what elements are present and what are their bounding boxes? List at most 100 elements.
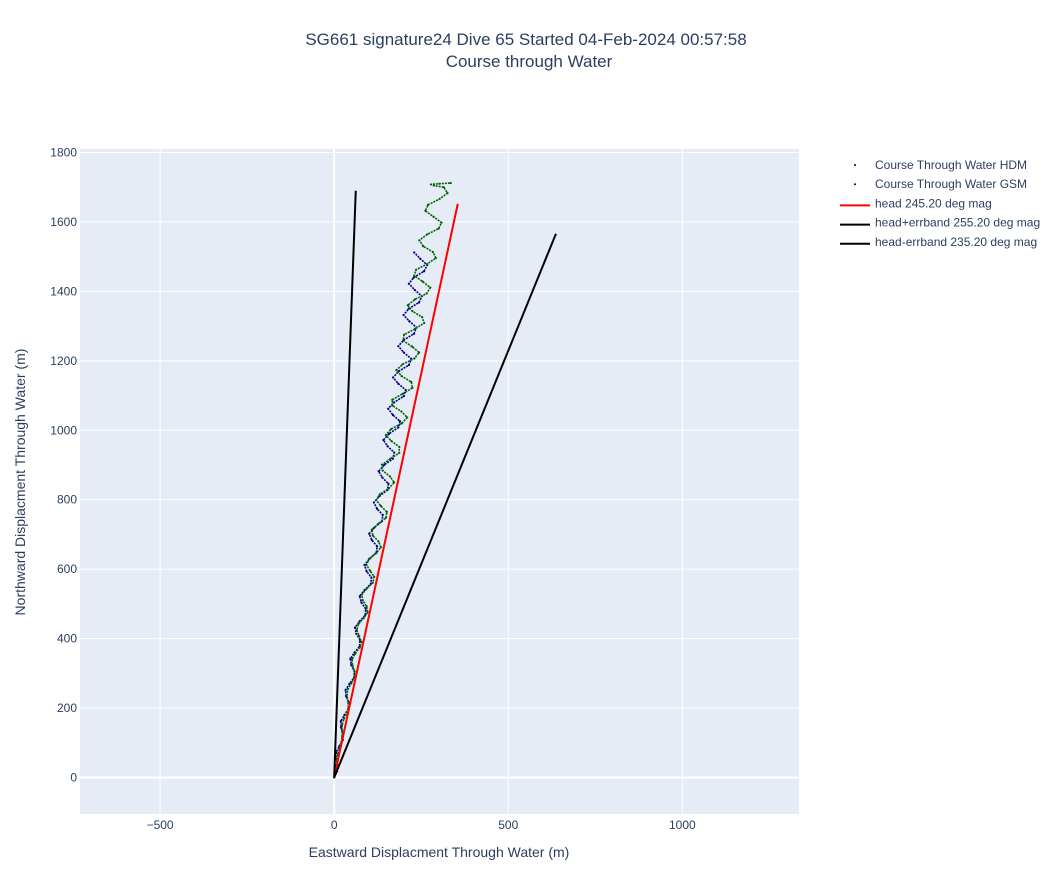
data-point — [400, 410, 403, 413]
x-tick-label: −500 — [147, 818, 174, 832]
data-point — [426, 262, 429, 266]
data-point — [442, 186, 445, 189]
data-point — [402, 339, 405, 342]
y-tick-label: 1600 — [50, 215, 77, 229]
data-point — [411, 310, 414, 313]
data-point — [431, 251, 435, 254]
data-point — [377, 540, 380, 543]
legend-item[interactable]: head-errband 235.20 deg mag — [840, 235, 1037, 249]
legend[interactable]: Course Through Water HDM Course Through W… — [840, 158, 1040, 249]
data-point — [413, 327, 417, 330]
data-point — [379, 546, 383, 549]
y-gridlines — [80, 151, 799, 779]
data-point — [402, 333, 406, 336]
data-point — [370, 528, 373, 531]
data-point — [381, 513, 384, 517]
data-point — [370, 576, 373, 579]
data-point — [372, 501, 376, 504]
data-point — [373, 575, 376, 578]
data-point — [414, 268, 418, 271]
data-point — [429, 286, 432, 289]
data-point — [355, 628, 358, 632]
data-point — [392, 401, 395, 404]
data-point — [358, 620, 361, 623]
legend-label: Course Through Water HDM — [875, 158, 1027, 172]
data-point — [350, 681, 353, 685]
data-point — [398, 420, 402, 423]
data-point — [384, 516, 388, 519]
chart-title: SG661 signature24 Dive 65 Started 04-Feb… — [305, 30, 746, 49]
data-point — [358, 634, 361, 637]
data-point — [340, 729, 344, 732]
data-point — [362, 617, 365, 620]
data-point — [348, 682, 351, 685]
legend-marker-swatch — [854, 183, 856, 186]
x-tick-label: 500 — [498, 818, 518, 832]
data-point — [346, 699, 349, 702]
data-point — [404, 388, 407, 392]
data-point — [360, 601, 363, 604]
legend-label: head+errband 255.20 deg mag — [875, 216, 1040, 230]
data-point — [391, 404, 394, 407]
data-point — [422, 245, 425, 248]
data-point — [354, 652, 357, 655]
data-point — [421, 280, 424, 283]
y-tick-label: 1000 — [50, 423, 77, 437]
data-point — [437, 227, 440, 230]
legend-item[interactable]: Course Through Water HDM — [854, 158, 1027, 172]
legend-item[interactable]: Course Through Water GSM — [854, 177, 1027, 191]
data-point — [397, 426, 400, 429]
data-point — [398, 451, 401, 454]
data-point — [393, 451, 396, 454]
data-point — [449, 181, 452, 185]
plot-area — [80, 149, 799, 814]
data-point — [365, 570, 368, 573]
data-point — [408, 320, 411, 323]
y-tick-label: 1800 — [50, 145, 77, 159]
data-point — [412, 276, 415, 279]
data-point — [426, 233, 429, 236]
data-point — [412, 332, 416, 335]
data-point — [418, 239, 421, 242]
data-point — [417, 351, 421, 354]
data-point — [377, 522, 380, 525]
data-point — [385, 510, 388, 513]
data-point — [390, 439, 393, 443]
data-point — [368, 532, 371, 535]
data-point — [413, 288, 416, 292]
data-point — [370, 538, 373, 542]
data-point — [400, 422, 404, 425]
data-point — [411, 386, 414, 390]
chart-subtitle: Course through Water — [446, 52, 613, 71]
data-point — [388, 475, 392, 478]
data-point — [367, 558, 371, 561]
data-point — [391, 376, 395, 379]
series-line — [333, 190, 357, 778]
data-point — [366, 611, 369, 614]
data-point — [424, 209, 427, 212]
data-point — [438, 197, 441, 201]
data-point — [346, 687, 350, 691]
data-point — [423, 321, 426, 325]
data-point — [358, 646, 361, 649]
data-point — [355, 632, 358, 635]
series-line — [333, 233, 557, 778]
data-point — [365, 587, 368, 590]
data-point — [387, 487, 391, 490]
data-point — [395, 369, 398, 372]
legend-marker-swatch — [854, 164, 856, 166]
x-gridlines — [159, 149, 683, 814]
data-point — [398, 445, 401, 449]
data-point — [389, 457, 392, 460]
data-point — [391, 413, 395, 417]
legend-item[interactable]: head+errband 255.20 deg mag — [840, 216, 1040, 230]
x-tick-label: 0 — [331, 818, 338, 832]
data-point — [357, 622, 360, 626]
data-point — [365, 563, 368, 567]
data-point — [413, 298, 417, 301]
legend-item[interactable]: head 245.20 deg mag — [840, 196, 992, 210]
data-point — [360, 593, 364, 596]
data-point — [426, 203, 430, 207]
data-point — [341, 723, 344, 726]
data-point — [381, 476, 384, 479]
